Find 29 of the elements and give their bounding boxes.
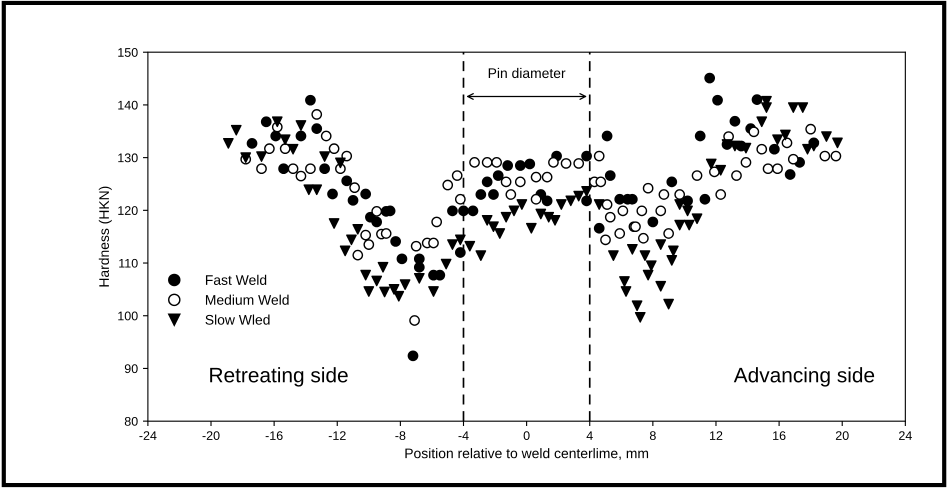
y-tick-label: 90: [124, 364, 138, 374]
y-tick-label: 140: [118, 100, 138, 110]
x-axis-title: Position relative to weld centerlime, mm: [405, 448, 648, 460]
y-axis-title: Hardness (HKN): [98, 186, 112, 286]
x-tick-label: 4: [586, 431, 593, 440]
x-tick-label: -24: [139, 431, 157, 440]
x-tick-label: -8: [395, 431, 406, 440]
y-tick-label: 100: [118, 312, 138, 320]
annotation: Pin diameter: [488, 68, 566, 78]
x-tick-label: 8: [650, 431, 656, 440]
x-tick-label: 12: [710, 431, 722, 440]
x-tick-label: 16: [773, 431, 786, 440]
x-tick-label: -20: [202, 431, 220, 440]
x-tick-label: -4: [458, 431, 469, 440]
x-tick-label: 20: [836, 431, 849, 440]
x-tick-label: -12: [328, 431, 346, 440]
y-tick-label: 130: [118, 153, 138, 162]
annotation: Retreating side: [210, 367, 348, 387]
x-tick-label: 0: [524, 431, 530, 440]
legend-label: Slow Wled: [205, 314, 270, 325]
y-tick-label: 150: [118, 48, 138, 57]
x-tick-label: -16: [266, 431, 283, 440]
y-tick-label: 120: [118, 206, 138, 215]
y-tick-label: 110: [119, 258, 138, 268]
y-tick-label: 80: [124, 416, 138, 426]
legend-label: Medium Weld: [206, 294, 289, 305]
annotation: Advancing side: [734, 367, 874, 387]
legend-label: Fast Weld: [206, 274, 266, 285]
x-tick-label: 24: [899, 431, 912, 440]
